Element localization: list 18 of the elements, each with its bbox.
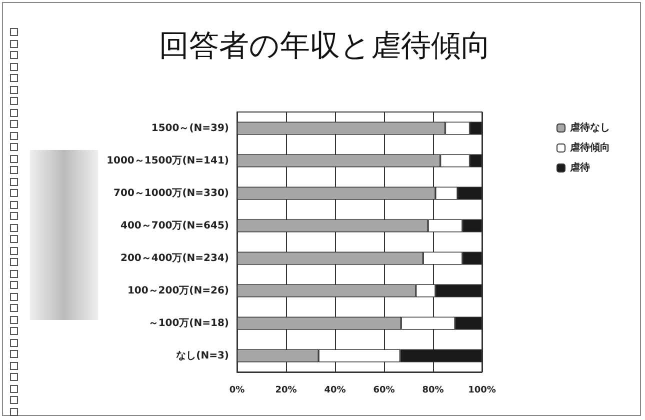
y-tick-label: 100～200万(N=26) bbox=[127, 285, 229, 296]
legend-label: 虐待傾向 bbox=[569, 142, 610, 154]
y-tick-label: 1000～1500万(N=141) bbox=[106, 155, 229, 166]
y-tick-label: 700～1000万(N=330) bbox=[114, 188, 229, 199]
legend-label: 虐待 bbox=[569, 162, 590, 174]
x-tick-label: 80% bbox=[422, 386, 444, 396]
legend-label: 虐待なし bbox=[569, 122, 610, 134]
y-tick-label: 400～700万(N=645) bbox=[120, 220, 229, 232]
y-tick-label: なし(N=3) bbox=[176, 350, 229, 362]
x-tick-label: 40% bbox=[324, 386, 346, 396]
x-tick-label: 20% bbox=[275, 386, 297, 396]
chart-title: 回答者の年収と虐待傾向 bbox=[159, 28, 491, 64]
x-tick-label: 60% bbox=[373, 386, 395, 396]
x-tick-label: 100% bbox=[468, 386, 496, 396]
y-tick-label: 1500～(N=39) bbox=[151, 122, 229, 134]
y-tick-label: ～100万(N=18) bbox=[148, 318, 229, 329]
y-tick-label: 200～400万(N=234) bbox=[120, 252, 229, 264]
x-tick-label: 0% bbox=[229, 386, 245, 396]
